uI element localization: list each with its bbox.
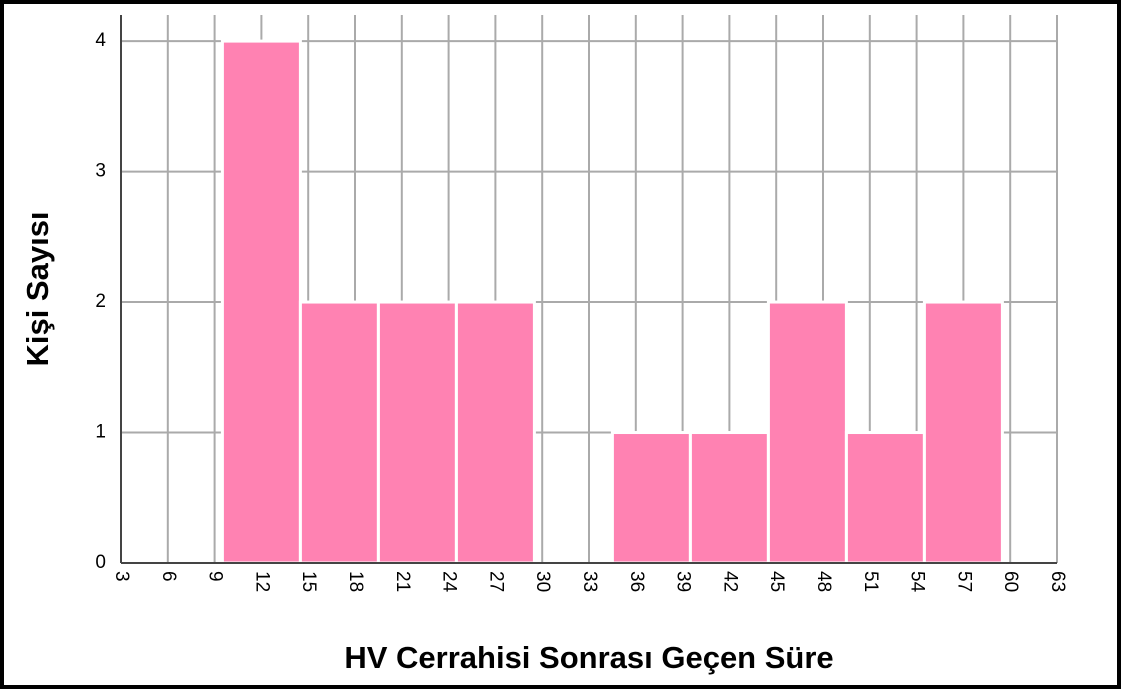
y-axis-title: Kişi Sayısı <box>20 211 55 366</box>
x-tick-label: 27 <box>485 571 506 592</box>
x-tick-label: 63 <box>1047 571 1068 592</box>
x-tick-label: 30 <box>532 571 553 592</box>
x-axis-title: HV Cerrahisi Sonrası Geçen Süre <box>344 640 833 675</box>
y-tick-label: 4 <box>95 30 106 51</box>
bar <box>610 431 692 565</box>
x-tick-label: 36 <box>626 571 647 592</box>
x-tick-label: 51 <box>860 571 881 592</box>
y-tick-label: 3 <box>95 161 106 182</box>
bar <box>298 300 380 565</box>
x-tick-label: 57 <box>953 571 974 592</box>
x-tick-label: 60 <box>1000 571 1021 592</box>
x-tick-label: 6 <box>158 571 179 582</box>
x-tick-label: 18 <box>345 571 366 592</box>
bar <box>844 431 926 565</box>
bar <box>376 300 458 565</box>
y-tick-label: 0 <box>95 552 106 573</box>
bar <box>220 39 302 565</box>
x-tick-label: 21 <box>392 571 413 592</box>
x-tick-label: 33 <box>579 571 600 592</box>
bar <box>766 300 848 565</box>
x-tick-label: 24 <box>439 571 460 593</box>
bar <box>454 300 536 565</box>
x-tick-label: 3 <box>111 571 132 582</box>
y-tick-label: 1 <box>95 422 106 443</box>
x-tick-label: 54 <box>907 571 928 593</box>
x-tick-label: 42 <box>719 571 740 592</box>
x-tick-label: 15 <box>298 571 319 592</box>
x-tick-label: 45 <box>766 571 787 592</box>
x-tick-label: 9 <box>205 571 226 582</box>
bar <box>688 431 770 565</box>
bar <box>922 300 1004 565</box>
y-tick-label: 2 <box>95 291 106 312</box>
x-tick-label: 39 <box>673 571 694 592</box>
x-tick-label: 12 <box>251 571 272 592</box>
x-tick-label: 48 <box>813 571 834 592</box>
